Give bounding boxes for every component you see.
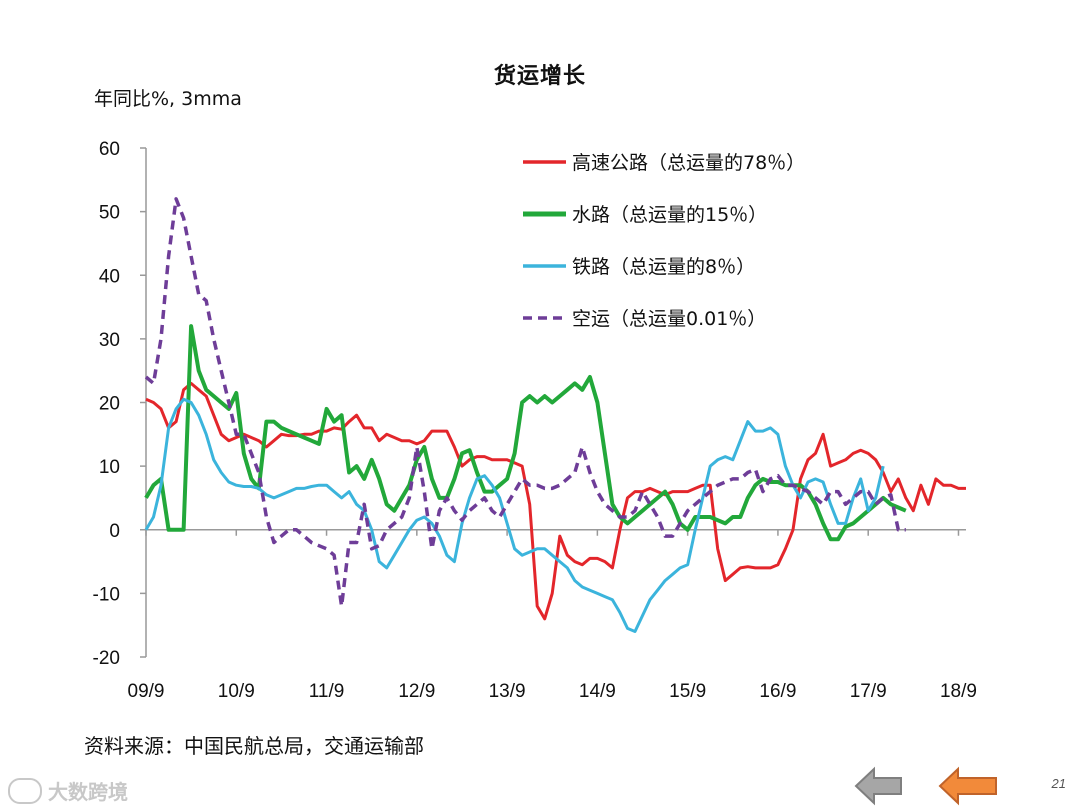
legend-label-water: 水路（总运量的15％） <box>572 204 767 226</box>
axes-group: 60 50 40 30 20 10 0 -10 -20 09/9 10/9 11/9 12/9 13/9 1… <box>93 139 977 702</box>
legend-label-rail: 铁路（总运量的8％） <box>572 256 755 278</box>
watermark: 大数跨境 <box>8 776 128 805</box>
legend-label-air: 空运（总运量0.01％） <box>572 308 766 330</box>
previous-slide-button[interactable] <box>854 766 904 806</box>
y-tick-label: 0 <box>109 521 120 542</box>
y-tick-label: 50 <box>99 203 120 224</box>
x-tick-label: 10/9 <box>218 681 255 702</box>
y-tick-label: 60 <box>99 139 120 160</box>
series-line-rail <box>144 397 885 633</box>
series-lines <box>144 197 966 633</box>
y-tick-label: 20 <box>99 394 120 415</box>
chart-title: 货运增长 <box>493 64 586 89</box>
arrow-left-orange-icon <box>938 766 997 806</box>
series-line-highway <box>145 381 966 621</box>
series-line-air <box>144 197 906 608</box>
watermark-logo-icon <box>8 777 42 804</box>
watermark-text: 大数跨境 <box>48 780 128 804</box>
y-tick-label: 40 <box>99 266 120 287</box>
x-tick-label: 16/9 <box>759 681 796 702</box>
y-tick-label: 10 <box>99 457 120 478</box>
x-tick-label: 18/9 <box>940 681 977 702</box>
source-note: 资料来源：中国民航总局，交通运输部 <box>84 734 424 758</box>
next-slide-button[interactable] <box>938 766 997 806</box>
x-tick-label: 13/9 <box>489 681 526 702</box>
legend-label-highway: 高速公路（总运量的78％） <box>572 152 805 174</box>
x-tick-label: 14/9 <box>579 681 616 702</box>
arrow-left-gray-icon <box>854 766 902 806</box>
x-tick-label: 09/9 <box>128 681 165 702</box>
page-number: 21 <box>1051 776 1066 791</box>
y-tick-label: -20 <box>93 648 120 669</box>
y-tick-label: 30 <box>99 330 120 351</box>
y-tick-label: -10 <box>93 584 120 605</box>
y-axis-note: 年同比%, 3mma <box>94 88 242 110</box>
chart-legend: 高速公路（总运量的78％） 水路（总运量的15％） 铁路（总运量的8％） 空运（总运量… <box>523 152 805 330</box>
x-tick-label: 12/9 <box>398 681 435 702</box>
x-tick-label: 11/9 <box>309 681 345 702</box>
x-tick-label: 15/9 <box>669 681 706 702</box>
x-tick-label: 17/9 <box>850 681 887 702</box>
series-line-water <box>144 324 907 542</box>
